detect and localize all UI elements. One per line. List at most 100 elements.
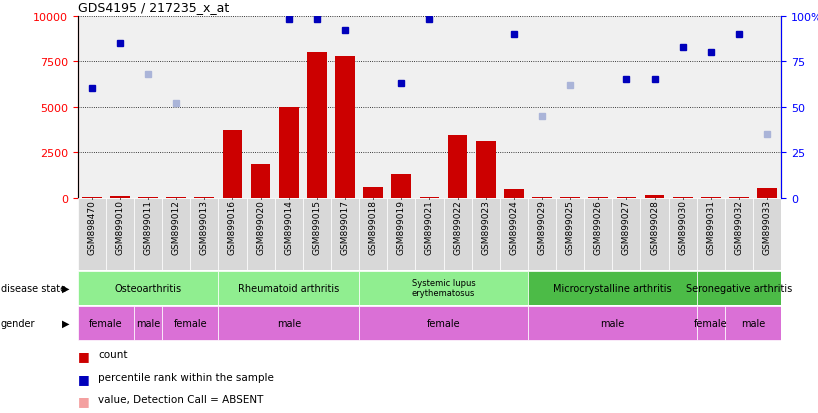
Text: Osteoarthritis: Osteoarthritis [115, 283, 182, 293]
Bar [613, 198, 640, 271]
Bar [363, 188, 383, 198]
Text: GSM899021: GSM899021 [425, 200, 434, 254]
Text: ■: ■ [78, 372, 89, 385]
Bar [162, 198, 191, 271]
Bar [757, 188, 777, 198]
Bar [138, 197, 158, 198]
Text: GSM899015: GSM899015 [312, 200, 321, 254]
Bar [195, 197, 214, 198]
Bar [725, 198, 753, 271]
Text: ■: ■ [78, 349, 89, 362]
Bar [78, 198, 106, 271]
Bar [251, 165, 271, 198]
Bar [645, 196, 664, 198]
Bar [533, 197, 552, 198]
Text: Systemic lupus
erythematosus: Systemic lupus erythematosus [411, 278, 475, 298]
Bar [392, 175, 411, 198]
Text: GSM899019: GSM899019 [397, 200, 406, 254]
Bar [359, 198, 387, 271]
Bar [78, 271, 218, 305]
Bar [275, 198, 303, 271]
Text: GSM899022: GSM899022 [453, 200, 462, 254]
Bar [697, 271, 781, 305]
Text: male: male [276, 318, 301, 328]
Bar [166, 197, 186, 198]
Text: GSM899016: GSM899016 [228, 200, 237, 254]
Text: GSM899030: GSM899030 [678, 200, 687, 254]
Text: GSM899010: GSM899010 [115, 200, 124, 254]
Bar [110, 197, 130, 198]
Text: male: male [136, 318, 160, 328]
Bar [218, 306, 359, 340]
Text: percentile rank within the sample: percentile rank within the sample [98, 372, 274, 382]
Bar [134, 306, 162, 340]
Bar [729, 197, 748, 198]
Text: GSM899023: GSM899023 [481, 200, 490, 254]
Bar [528, 198, 556, 271]
Text: GSM899012: GSM899012 [172, 200, 181, 254]
Bar [443, 198, 472, 271]
Bar [162, 306, 218, 340]
Text: female: female [89, 318, 123, 328]
Text: GSM899025: GSM899025 [565, 200, 575, 254]
Bar [218, 198, 246, 271]
Text: Rheumatoid arthritis: Rheumatoid arthritis [238, 283, 339, 293]
Text: ▶: ▶ [62, 318, 70, 328]
Text: Microcrystalline arthritis: Microcrystalline arthritis [553, 283, 672, 293]
Text: male: male [741, 318, 765, 328]
Text: GSM899017: GSM899017 [340, 200, 349, 254]
Text: gender: gender [1, 318, 35, 328]
Bar [640, 198, 668, 271]
Bar [528, 271, 697, 305]
Bar [359, 306, 528, 340]
Bar [697, 198, 725, 271]
Bar [191, 198, 218, 271]
Text: GSM899011: GSM899011 [143, 200, 153, 254]
Text: GSM899033: GSM899033 [762, 200, 771, 254]
Bar [476, 142, 496, 198]
Text: male: male [600, 318, 624, 328]
Text: GSM899026: GSM899026 [594, 200, 603, 254]
Bar [134, 198, 162, 271]
Bar [279, 107, 299, 198]
Text: GSM899027: GSM899027 [622, 200, 631, 254]
Bar [472, 198, 500, 271]
Bar [556, 198, 584, 271]
Text: GSM899014: GSM899014 [284, 200, 294, 254]
Bar [504, 189, 524, 198]
Bar [584, 198, 613, 271]
Bar [82, 197, 101, 198]
Bar [222, 131, 242, 198]
Bar [303, 198, 331, 271]
Text: GSM899020: GSM899020 [256, 200, 265, 254]
Bar [528, 306, 697, 340]
Bar [420, 197, 439, 198]
Bar [668, 198, 697, 271]
Bar [617, 197, 636, 198]
Bar [246, 198, 275, 271]
Bar [588, 197, 608, 198]
Text: female: female [173, 318, 207, 328]
Text: GDS4195 / 217235_x_at: GDS4195 / 217235_x_at [78, 1, 229, 14]
Bar [106, 198, 134, 271]
Text: GSM899024: GSM899024 [510, 200, 519, 254]
Text: count: count [98, 349, 128, 359]
Bar [701, 197, 721, 198]
Bar [560, 197, 580, 198]
Text: Seronegative arthritis: Seronegative arthritis [685, 283, 792, 293]
Bar [218, 271, 359, 305]
Text: GSM899028: GSM899028 [650, 200, 659, 254]
Bar [307, 53, 326, 198]
Text: GSM899029: GSM899029 [537, 200, 546, 254]
Bar [335, 57, 355, 198]
Bar [673, 197, 693, 198]
Text: female: female [694, 318, 728, 328]
Bar [725, 306, 781, 340]
Text: GSM899018: GSM899018 [369, 200, 378, 254]
Bar [500, 198, 528, 271]
Text: GSM899031: GSM899031 [706, 200, 716, 254]
Text: ▶: ▶ [62, 283, 70, 293]
Text: disease state: disease state [1, 283, 66, 293]
Text: GSM899013: GSM899013 [200, 200, 209, 254]
Text: ■: ■ [78, 394, 89, 407]
